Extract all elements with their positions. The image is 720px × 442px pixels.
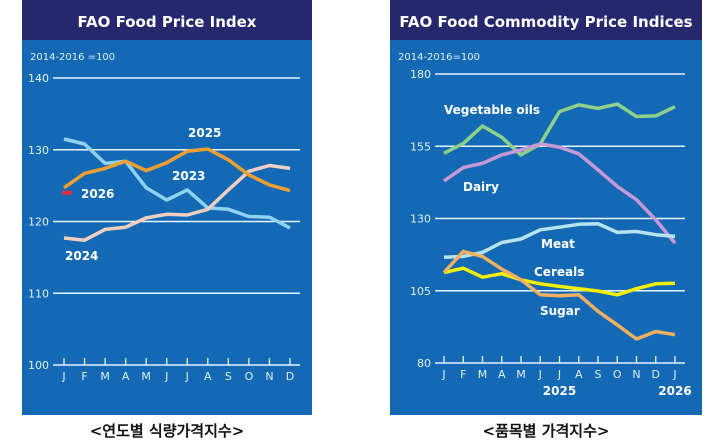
y-tick-label: 110 bbox=[28, 287, 49, 300]
x-tick-label: D bbox=[286, 370, 294, 383]
x-tick-label: O bbox=[245, 370, 254, 383]
x-tick-label: A bbox=[575, 368, 583, 381]
y-tick-label: 105 bbox=[410, 285, 431, 298]
x-tick-label: J bbox=[672, 368, 676, 381]
x-tick-label: A bbox=[122, 370, 130, 383]
series-label: Dairy bbox=[463, 180, 499, 194]
x-tick-label: M bbox=[100, 370, 110, 383]
series-line-2025 bbox=[62, 147, 291, 193]
x-tick-label: M bbox=[516, 368, 526, 381]
series-line-Sugar bbox=[442, 249, 676, 341]
x-tick-label: A bbox=[498, 368, 506, 381]
x-tick-label: J bbox=[538, 368, 542, 381]
x-tick-label: J bbox=[557, 368, 561, 381]
series-label: Sugar bbox=[540, 304, 580, 318]
y-tick-label: 100 bbox=[28, 359, 49, 372]
chart-title: FAO Food Price Index bbox=[78, 13, 257, 31]
title-bar bbox=[390, 0, 702, 40]
series-label: 2023 bbox=[172, 169, 205, 183]
caption-left: <연도별 식량가격지수> bbox=[89, 422, 245, 440]
y-tick-label: 155 bbox=[410, 140, 431, 153]
y-tick-label: 80 bbox=[417, 357, 431, 370]
year-label: 2025 bbox=[543, 384, 576, 398]
x-tick-label: F bbox=[460, 368, 466, 381]
x-tick-label: D bbox=[652, 368, 660, 381]
series-line-Dairy bbox=[443, 142, 677, 245]
x-tick-label: M bbox=[141, 370, 151, 383]
x-tick-label: J bbox=[185, 370, 189, 383]
x-tick-label: S bbox=[595, 368, 602, 381]
chart-panel bbox=[22, 0, 312, 415]
series-line-Cereals bbox=[443, 266, 676, 297]
series-label: 2024 bbox=[65, 249, 98, 263]
x-tick-label: N bbox=[632, 368, 640, 381]
x-tick-label: O bbox=[613, 368, 622, 381]
x-tick-label: A bbox=[204, 370, 212, 383]
caption-right: <품목별 가격지수> bbox=[482, 422, 610, 440]
y-tick-label: 140 bbox=[28, 72, 49, 85]
series-label: 2026 bbox=[81, 187, 114, 201]
x-tick-label: F bbox=[81, 370, 87, 383]
y-tick-label: 130 bbox=[28, 144, 49, 157]
series-line-Meat bbox=[443, 221, 676, 259]
x-tick-label: J bbox=[164, 370, 168, 383]
x-tick-label: S bbox=[225, 370, 232, 383]
series-line-2024 bbox=[63, 163, 291, 242]
title-bar bbox=[22, 0, 312, 40]
unit-note: 2014-2016 =100 bbox=[30, 52, 115, 63]
series-label: 2025 bbox=[188, 126, 221, 140]
y-tick-label: 130 bbox=[410, 213, 431, 226]
series-label: Meat bbox=[541, 237, 575, 251]
chart-title: FAO Food Commodity Price Indices bbox=[399, 13, 692, 31]
y-tick-label: 120 bbox=[28, 216, 49, 229]
x-tick-label: M bbox=[478, 368, 488, 381]
x-tick-label: J bbox=[61, 370, 65, 383]
x-tick-label: J bbox=[441, 368, 445, 381]
year-label: 2026 bbox=[658, 384, 691, 398]
unit-note: 2014-2016=100 bbox=[398, 52, 480, 63]
chart-panel bbox=[390, 0, 702, 415]
series-label: Cereals bbox=[534, 265, 584, 279]
series-line-Vegetable oils bbox=[443, 102, 676, 157]
y-tick-label: 180 bbox=[410, 68, 431, 81]
series-label: Vegetable oils bbox=[444, 103, 540, 117]
series-line-2023 bbox=[63, 137, 291, 230]
x-tick-label: N bbox=[265, 370, 273, 383]
